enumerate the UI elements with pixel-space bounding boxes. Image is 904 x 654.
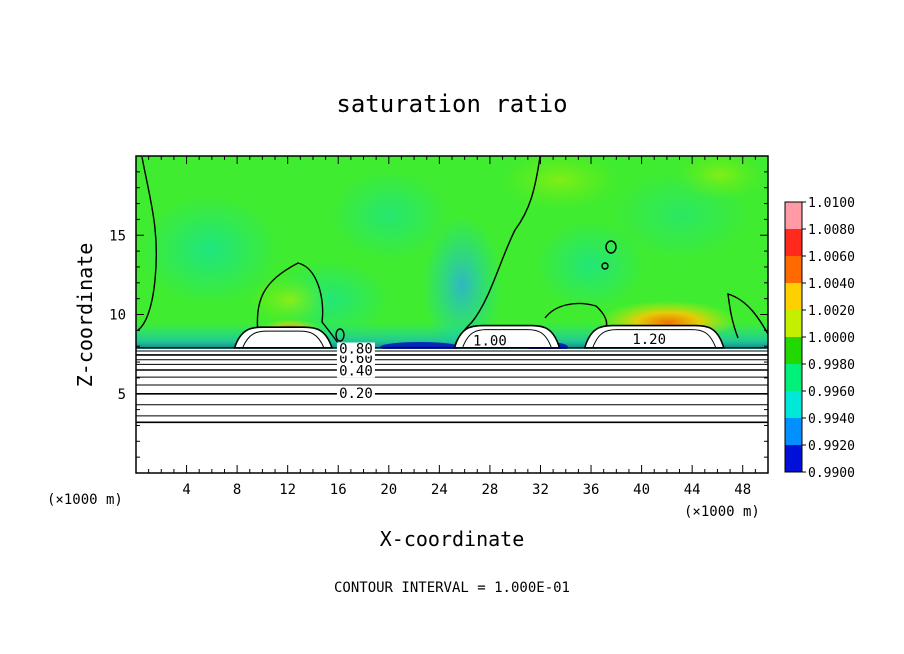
colorbar-label: 0.9940 — [808, 412, 855, 427]
x-axis-ticks: 4 8 12 16 20 24 28 32 36 40 44 48 — [148, 156, 756, 498]
colorbar-swatch — [785, 229, 802, 257]
colorbar-label: 1.0020 — [808, 304, 855, 319]
colorbar-swatch — [785, 418, 802, 446]
chart-title: saturation ratio — [336, 90, 567, 118]
x-unit-right: (×1000 m) — [684, 504, 760, 520]
colorbar-label: 0.9900 — [808, 466, 855, 481]
x-tick-label: 40 — [633, 482, 650, 498]
cloud-inner-contour — [462, 329, 552, 348]
contour-label: 0.80 — [339, 342, 373, 358]
y-axis-title: Z-coordinate — [73, 243, 97, 388]
y-tick-label: 15 — [109, 228, 126, 244]
contour-label-bg — [336, 386, 375, 400]
colorbar-label: 1.0000 — [808, 331, 855, 346]
plot-area: 0.200.400.600.80 1.00 1.20 — [136, 156, 768, 473]
x-tick-label: 48 — [734, 482, 751, 498]
contour-label: 0.20 — [339, 386, 373, 402]
cloud-inner-contour — [242, 330, 325, 348]
y-tick-label: 10 — [109, 308, 126, 324]
contour-label: 1.20 — [632, 332, 666, 348]
colorbar-swatch — [785, 445, 802, 473]
colorbar-swatch — [785, 391, 802, 419]
x-tick-label: 12 — [279, 482, 296, 498]
colorbar: 1.0100 1.0080 1.0060 1.0040 1.0020 1.0000 0.99… — [784, 196, 855, 481]
colorbar-label: 1.0040 — [808, 277, 855, 292]
x-tick-label: 32 — [532, 482, 549, 498]
contour-label-bg — [630, 333, 669, 347]
y-tick-label: 5 — [118, 387, 126, 403]
x-tick-label: 36 — [583, 482, 600, 498]
x-tick-label: 16 — [330, 482, 347, 498]
colorbar-swatch — [785, 283, 802, 311]
x-tick-label: 28 — [481, 482, 498, 498]
x-tick-label: 4 — [182, 482, 190, 498]
colorbar-label: 0.9920 — [808, 439, 855, 454]
colorbar-label: 0.9980 — [808, 358, 855, 373]
unity-contours — [137, 156, 768, 347]
cloud-inner-contour — [592, 329, 717, 348]
colorbar-swatch — [785, 364, 802, 392]
colorbar-label: 1.0060 — [808, 250, 855, 265]
contour-label-bg — [336, 364, 375, 378]
colorbar-swatch — [785, 337, 802, 365]
x-unit-left: (×1000 m) — [47, 492, 123, 508]
contour-label-bg — [336, 342, 375, 356]
lower-region — [136, 349, 768, 473]
colorbar-label: 1.0080 — [808, 223, 855, 238]
x-axis-title: X-coordinate — [380, 527, 525, 551]
colorbar-swatch — [785, 202, 802, 230]
cloud-region — [453, 324, 561, 349]
colorbar-label: 1.0100 — [808, 196, 855, 211]
contour-labels: 0.200.400.600.80 1.00 1.20 — [336, 332, 669, 402]
colorbar-swatch — [785, 256, 802, 284]
contour-interval-note: CONTOUR INTERVAL = 1.000E-01 — [334, 580, 570, 596]
x-tick-label: 24 — [431, 482, 448, 498]
colorbar-label: 0.9960 — [808, 385, 855, 400]
y-axis-ticks: 5 10 15 — [109, 171, 768, 458]
contour-label: 0.40 — [339, 364, 373, 380]
x-tick-label: 8 — [233, 482, 241, 498]
x-tick-label: 20 — [380, 482, 397, 498]
contour-label: 1.00 — [473, 334, 507, 350]
colorbar-swatch — [785, 310, 802, 338]
x-tick-label: 44 — [684, 482, 701, 498]
